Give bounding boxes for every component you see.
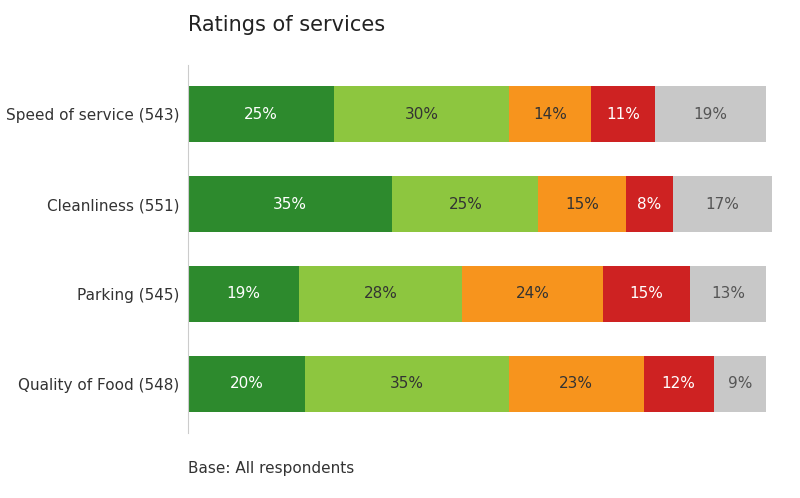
Text: 19%: 19%	[226, 286, 261, 301]
Bar	[602, 266, 690, 322]
Bar	[690, 266, 766, 322]
Text: 13%: 13%	[711, 286, 745, 301]
Text: 15%: 15%	[566, 197, 599, 212]
Text: 24%: 24%	[516, 286, 550, 301]
Text: 20%: 20%	[230, 376, 263, 391]
Bar	[591, 86, 655, 142]
Bar	[509, 356, 643, 412]
Bar	[299, 266, 462, 322]
Text: Ratings of services: Ratings of services	[188, 15, 385, 35]
Text: 9%: 9%	[728, 376, 752, 391]
Bar	[392, 176, 538, 232]
Bar	[188, 266, 299, 322]
Bar	[188, 356, 305, 412]
Bar	[714, 356, 766, 412]
Bar	[538, 176, 626, 232]
Text: 35%: 35%	[273, 197, 307, 212]
Text: 23%: 23%	[559, 376, 594, 391]
Text: 28%: 28%	[364, 286, 398, 301]
Bar	[673, 176, 772, 232]
Text: 15%: 15%	[630, 286, 663, 301]
Text: 11%: 11%	[606, 107, 640, 122]
Bar	[509, 86, 591, 142]
Bar	[626, 176, 673, 232]
Bar	[334, 86, 509, 142]
Text: 25%: 25%	[449, 197, 482, 212]
Text: 12%: 12%	[662, 376, 695, 391]
Text: Base: All respondents: Base: All respondents	[188, 461, 354, 476]
Bar	[643, 356, 714, 412]
Text: 35%: 35%	[390, 376, 424, 391]
Bar	[305, 356, 510, 412]
Text: 19%: 19%	[694, 107, 728, 122]
Text: 25%: 25%	[244, 107, 278, 122]
Text: 30%: 30%	[405, 107, 438, 122]
Bar	[188, 86, 334, 142]
Bar	[462, 266, 602, 322]
Text: 14%: 14%	[533, 107, 567, 122]
Text: 17%: 17%	[706, 197, 739, 212]
Bar	[655, 86, 766, 142]
Text: 8%: 8%	[638, 197, 662, 212]
Bar	[188, 176, 392, 232]
